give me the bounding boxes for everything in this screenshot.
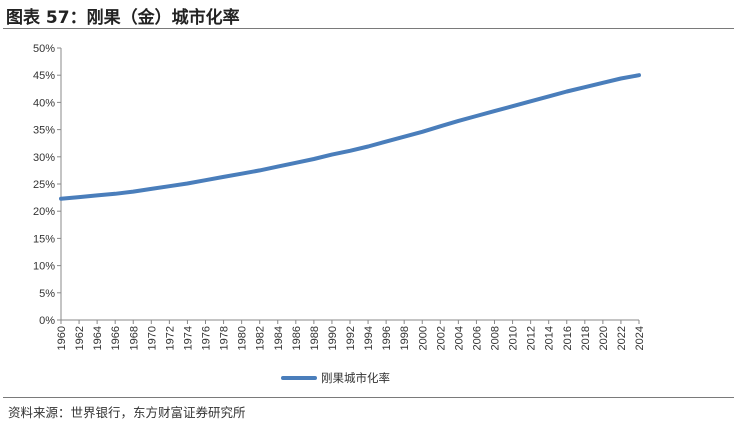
x-tick-label: 1994 xyxy=(363,326,375,350)
x-tick-label: 2012 xyxy=(526,326,538,350)
x-tick-label: 1962 xyxy=(74,326,86,350)
y-tick-label: 0% xyxy=(39,315,55,327)
top-rule xyxy=(3,28,734,29)
x-tick-label: 2016 xyxy=(562,326,574,350)
x-tick-label: 1986 xyxy=(291,326,303,350)
y-tick-label: 5% xyxy=(39,288,55,300)
y-axis: 0% 5% 10% 15% 20% 25% 30% 35% 40% 45% 50% xyxy=(33,43,62,327)
y-tick-label: 40% xyxy=(33,97,55,109)
x-tick-label: 1996 xyxy=(381,326,393,350)
x-tick-label: 2018 xyxy=(580,326,592,350)
x-tick-label: 2000 xyxy=(417,326,429,350)
x-tick-label: 1964 xyxy=(92,326,104,350)
x-tick-label: 1974 xyxy=(182,326,194,350)
x-axis: 1960 1962 1964 1966 1968 1970 1972 1974 1976 1978… xyxy=(56,319,646,350)
x-tick-label: 2002 xyxy=(435,326,447,350)
x-tick-label: 1966 xyxy=(110,326,122,350)
x-tick-label: 1972 xyxy=(164,326,176,350)
x-tick-label: 1970 xyxy=(146,326,158,350)
x-tick-label: 2004 xyxy=(453,326,465,350)
figure-title: 图表 57：刚果（金）城市化率 xyxy=(6,8,240,28)
series-layer xyxy=(59,73,641,201)
source-note: 资料来源：世界银行，东方财富证券研究所 xyxy=(8,405,246,420)
y-tick-label: 10% xyxy=(33,261,55,273)
y-tick-label: 50% xyxy=(33,43,55,55)
legend-label: 刚果城市化率 xyxy=(321,371,390,385)
x-tick-label: 2008 xyxy=(490,326,502,350)
x-tick-label: 2020 xyxy=(598,326,610,350)
x-tick-label: 1968 xyxy=(128,326,140,350)
x-tick-label: 2006 xyxy=(471,326,483,350)
y-tick-label: 30% xyxy=(33,152,55,164)
x-tick-label: 1990 xyxy=(327,326,339,350)
x-tick-label: 2024 xyxy=(634,326,646,350)
x-tick-label: 2022 xyxy=(616,326,628,350)
y-tick-label: 45% xyxy=(33,70,55,82)
y-tick-label: 20% xyxy=(33,206,55,218)
bottom-rule xyxy=(3,397,734,398)
y-tick-label: 15% xyxy=(33,233,55,245)
series-line xyxy=(59,73,641,201)
x-tick-label: 2010 xyxy=(508,326,520,350)
x-tick-label: 1976 xyxy=(201,326,213,350)
x-tick-label: 1988 xyxy=(309,326,321,350)
y-tick-label: 25% xyxy=(33,179,55,191)
x-tick-label: 1992 xyxy=(345,326,357,350)
x-tick-label: 1960 xyxy=(56,326,68,350)
x-tick-label: 2014 xyxy=(544,326,556,350)
x-tick-label: 1998 xyxy=(399,326,411,350)
x-tick-label: 1980 xyxy=(237,326,249,350)
legend: 刚果城市化率 xyxy=(281,371,390,385)
x-tick-label: 1982 xyxy=(255,326,267,350)
y-tick-label: 35% xyxy=(33,125,55,137)
x-tick-label: 1984 xyxy=(273,326,285,350)
x-tick-label: 1978 xyxy=(219,326,231,350)
